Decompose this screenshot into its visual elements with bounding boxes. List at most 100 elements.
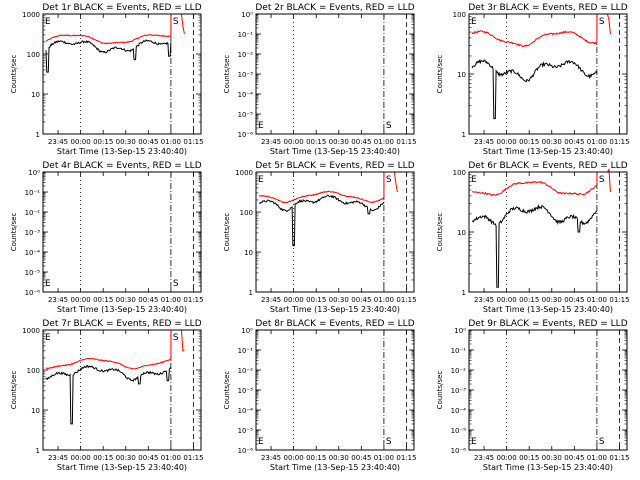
panel-det-1: Det 1r BLACK = Events, RED = LLD Counts/s…	[10, 3, 204, 156]
marker-s: S	[386, 121, 392, 131]
marker-e: E	[45, 279, 51, 289]
x-tick-label: 01:15	[183, 296, 203, 304]
x-tick-label: 00:45	[138, 296, 158, 304]
events-line	[258, 194, 385, 247]
lld-tail	[180, 329, 185, 352]
marker-s: S	[386, 437, 392, 447]
marker-e: E	[258, 175, 264, 185]
plot-frame	[255, 13, 415, 135]
x-tick-label: 01:15	[396, 296, 416, 304]
x-tick-label: 00:00	[284, 454, 304, 462]
y-tick-label: 10⁻¹	[451, 347, 467, 355]
x-tick-label: 01:00	[374, 138, 394, 146]
marker-s: S	[599, 17, 605, 27]
y-tick-label: 10⁻³	[451, 387, 467, 395]
y-tick-label: 10⁰	[28, 169, 40, 177]
x-tick-label: 23:45	[48, 296, 68, 304]
lld-line	[258, 172, 385, 204]
events-line	[45, 39, 172, 73]
marker-s: S	[173, 279, 179, 289]
x-tick-label: 00:15	[519, 138, 539, 146]
x-tick-label: 00:30	[542, 454, 562, 462]
marker-s: S	[386, 175, 392, 185]
x-tick-label: 00:45	[138, 454, 158, 462]
y-tick-label: 10⁰	[241, 11, 253, 19]
x-tick-label: 01:00	[161, 296, 181, 304]
x-axis-label: Start Time (13-Sep-15 23:40:40)	[270, 147, 400, 156]
y-tick-label: 10⁻⁵	[238, 111, 254, 119]
y-tick-label: 1000	[235, 169, 253, 177]
marker-s: S	[599, 175, 605, 185]
x-tick-label: 00:30	[542, 138, 562, 146]
y-axis-label: Counts/sec	[436, 371, 444, 410]
plot-frame	[42, 13, 202, 135]
x-axis-label: Start Time (13-Sep-15 23:40:40)	[483, 463, 613, 472]
events-line	[471, 203, 598, 288]
y-tick-label: 10⁻²	[238, 51, 254, 59]
marker-e: E	[471, 437, 477, 447]
y-tick-label: 10	[457, 229, 466, 237]
x-tick-label: 00:15	[519, 454, 539, 462]
x-tick-label: 00:30	[329, 296, 349, 304]
x-axis-label: Start Time (13-Sep-15 23:40:40)	[57, 305, 187, 314]
y-tick-label: 10⁻⁴	[451, 407, 467, 415]
y-tick-label: 10⁰	[241, 327, 253, 335]
lld-tail	[607, 167, 611, 193]
y-tick-label: 1	[36, 447, 40, 455]
y-axis-label: Counts/sec	[223, 55, 231, 94]
x-tick-label: 00:30	[116, 454, 136, 462]
y-tick-label: 10	[31, 91, 40, 99]
y-tick-label: 10	[31, 407, 40, 415]
plot-frame	[42, 171, 202, 293]
panel-title: Det 7r BLACK = Events, RED = LLD	[42, 319, 201, 329]
x-tick-label: 00:00	[497, 454, 517, 462]
x-tick-label: 00:00	[284, 296, 304, 304]
panel-title: Det 3r BLACK = Events, RED = LLD	[468, 3, 627, 13]
plot-frame	[255, 171, 415, 293]
y-axis-label: Counts/sec	[10, 55, 18, 94]
lld-line	[471, 172, 598, 197]
y-tick-label: 10⁻⁵	[238, 427, 254, 435]
y-axis-label: Counts/sec	[223, 213, 231, 252]
x-axis-label: Start Time (13-Sep-15 23:40:40)	[270, 463, 400, 472]
plot-frame	[468, 13, 628, 135]
lld-line	[46, 14, 172, 45]
plot-frame	[255, 329, 415, 451]
x-tick-label: 00:30	[542, 296, 562, 304]
y-tick-label: 10⁻²	[238, 367, 254, 375]
x-tick-label: 00:45	[351, 454, 371, 462]
lld-tail	[180, 13, 185, 35]
panel-title: Det 5r BLACK = Events, RED = LLD	[255, 161, 414, 171]
marker-s: S	[599, 437, 605, 447]
y-tick-label: 1000	[22, 327, 40, 335]
y-tick-label: 10⁻¹	[238, 31, 254, 39]
x-tick-label: 01:00	[374, 296, 394, 304]
x-axis-label: Start Time (13-Sep-15 23:40:40)	[57, 463, 187, 472]
y-tick-label: 10⁻²	[25, 209, 41, 217]
y-tick-label: 10⁻⁴	[238, 407, 254, 415]
x-tick-label: 00:30	[329, 454, 349, 462]
x-tick-label: 01:00	[161, 454, 181, 462]
y-tick-label: 1000	[22, 11, 40, 19]
y-tick-label: 10⁻⁶	[238, 447, 254, 455]
y-tick-label: 10⁻⁴	[238, 91, 254, 99]
y-tick-label: 10⁻⁶	[238, 131, 254, 139]
lld-tail	[393, 171, 398, 193]
x-tick-label: 00:30	[329, 138, 349, 146]
y-axis-label: Counts/sec	[436, 55, 444, 94]
x-tick-label: 23:45	[474, 454, 494, 462]
lld-line	[45, 330, 172, 370]
x-tick-label: 23:45	[261, 296, 281, 304]
panel-title: Det 4r BLACK = Events, RED = LLD	[42, 161, 201, 171]
x-tick-label: 00:00	[71, 138, 91, 146]
y-tick-label: 100	[27, 367, 40, 375]
events-line	[45, 364, 172, 425]
x-tick-label: 00:15	[306, 296, 326, 304]
x-tick-label: 00:00	[284, 138, 304, 146]
x-axis-label: Start Time (13-Sep-15 23:40:40)	[483, 147, 613, 156]
events-line	[471, 59, 598, 120]
x-tick-label: 01:15	[183, 138, 203, 146]
panel-det-9: Det 9r BLACK = Events, RED = LLD Counts/s…	[436, 319, 630, 472]
marker-e: E	[45, 333, 51, 343]
